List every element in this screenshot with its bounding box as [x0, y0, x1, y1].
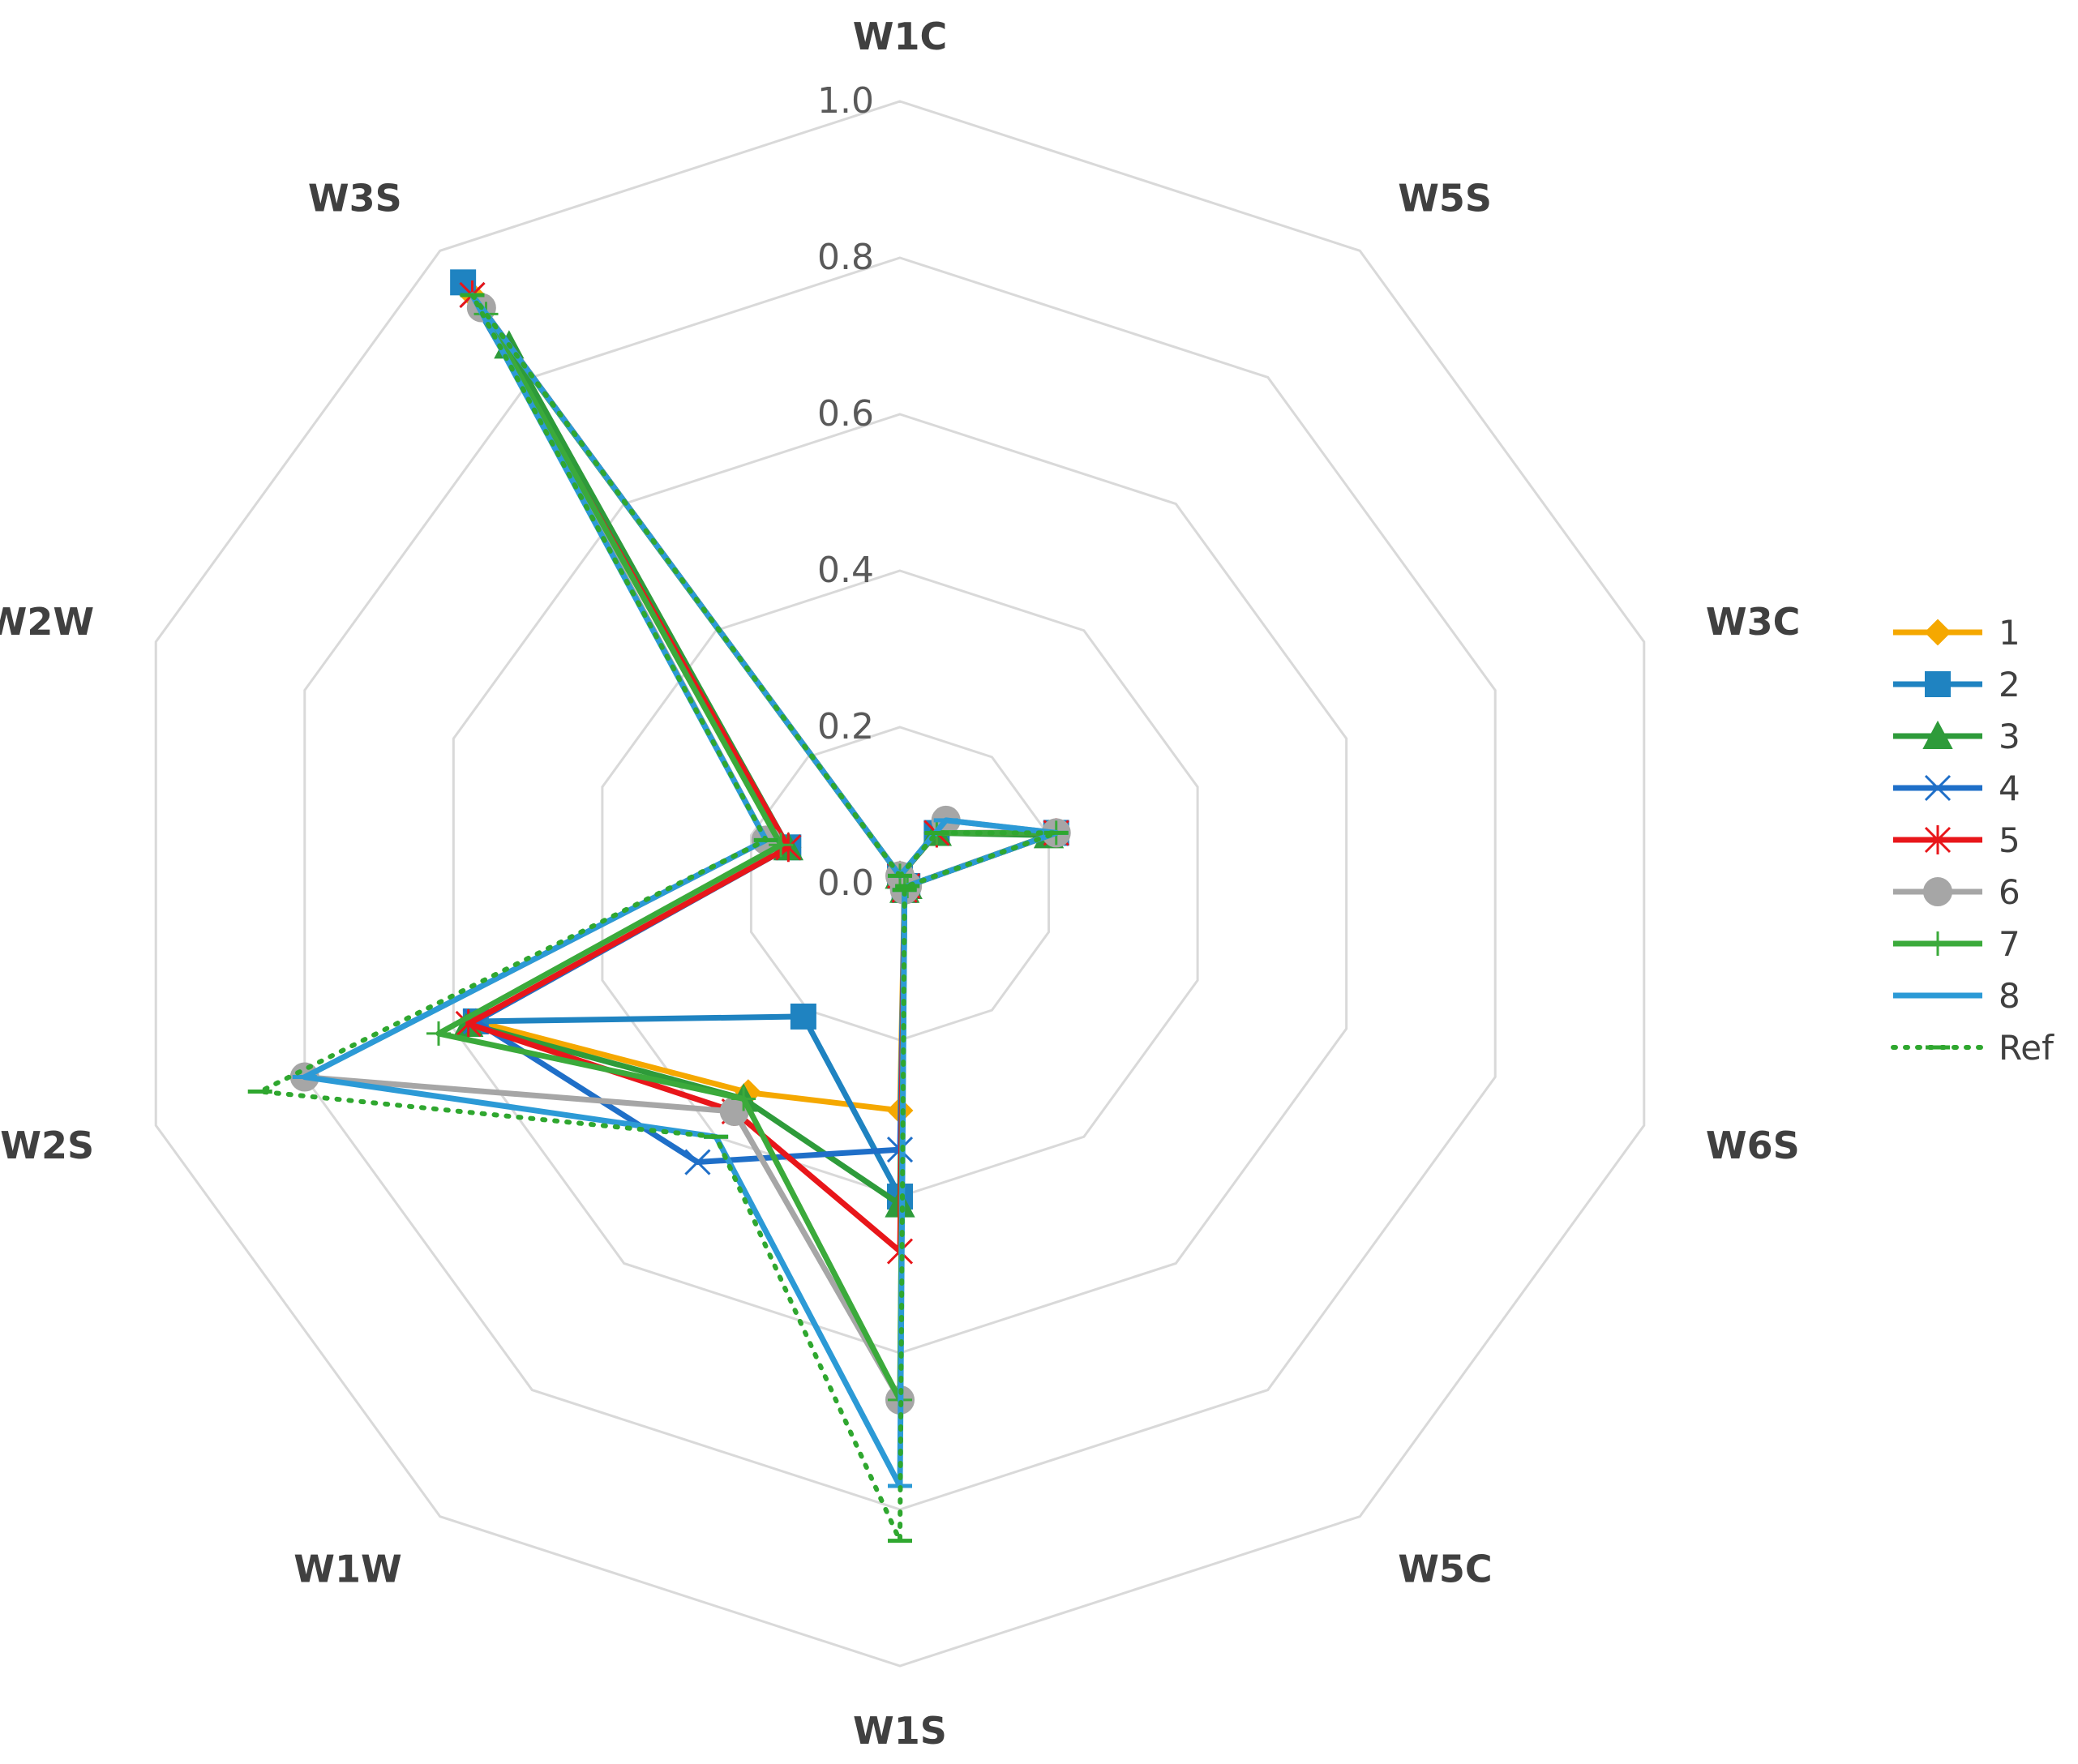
- axis-label-w1c: W1C: [853, 15, 948, 58]
- axis-label-w5c: W5C: [1398, 1547, 1493, 1591]
- series-8: [292, 292, 1069, 1489]
- axis-label-w1s: W1S: [853, 1709, 947, 1753]
- legend-item-5: 5: [1893, 820, 2020, 860]
- legend-label-5: 5: [1999, 820, 2020, 860]
- tick-label-0: 0.0: [817, 863, 874, 904]
- axis-label-w3c: W3C: [1706, 600, 1801, 644]
- axis-label-w1w: W1W: [293, 1547, 402, 1591]
- series-ref: [247, 292, 1069, 1544]
- legend-label-8: 8: [1999, 976, 2020, 1016]
- series-6: [289, 293, 1071, 1415]
- axis-label-w5s: W5S: [1398, 177, 1492, 220]
- series-7: [426, 302, 1069, 1412]
- legend-item-6: 6: [1893, 872, 2020, 912]
- legend: 1 2 3 4 5 6 7 8 Ref: [1891, 613, 2054, 1068]
- legend-item-7: 7: [1893, 924, 2020, 964]
- axis-label-w2s: W2S: [0, 1124, 94, 1167]
- axis-labels: W1C W5S W3C W6S W5C W1S W1W W2S W2W W3S: [0, 15, 1800, 1753]
- legend-label-6: 6: [1999, 872, 2020, 912]
- legend-marker-3: [1922, 720, 1953, 749]
- point-4-w1w: [684, 1149, 711, 1175]
- grid-ring-4: [303, 256, 1497, 1511]
- legend-item-2: 2: [1893, 665, 2020, 704]
- tick-label-4: 0.8: [817, 237, 874, 278]
- radial-tick-labels: 0.0 0.2 0.4 0.6 0.8 1.0: [817, 80, 874, 904]
- series-line-6: [302, 305, 1060, 1403]
- tick-label-5: 1.0: [817, 80, 874, 122]
- series-1: [459, 281, 1070, 1124]
- legend-marker-7: [1926, 931, 1950, 956]
- legend-label-3: 3: [1999, 717, 2020, 756]
- legend-item-8: 8: [1893, 976, 2020, 1016]
- point-7-w2s: [426, 1021, 451, 1046]
- tick-label-2: 0.4: [817, 550, 874, 591]
- legend-marker-5: [1924, 825, 1952, 854]
- series-line-3: [465, 342, 1052, 1208]
- legend-item-ref: Ref: [1891, 1028, 2054, 1068]
- series-3: [453, 330, 1065, 1218]
- legend-label-7: 7: [1999, 924, 2020, 964]
- point-7-w1w: [731, 1086, 756, 1111]
- data-series: [247, 269, 1071, 1544]
- legend-label-1: 1: [1999, 613, 2020, 653]
- tick-label-1: 0.2: [817, 706, 874, 747]
- axis-label-w3s: W3S: [308, 177, 402, 220]
- legend-item-3: 3: [1893, 717, 2020, 756]
- legend-item-1: 1: [1893, 613, 2020, 653]
- legend-label-ref: Ref: [1999, 1028, 2054, 1068]
- legend-marker-2: [1925, 671, 1951, 697]
- grid-ring-5: [154, 100, 1646, 1668]
- axis-label-w2w: W2W: [0, 600, 94, 644]
- legend-item-4: 4: [1893, 769, 2020, 808]
- legend-marker-4: [1924, 774, 1952, 802]
- series-line-7: [435, 310, 1060, 1403]
- series-line-8: [302, 292, 1060, 1489]
- legend-label-2: 2: [1999, 665, 2020, 704]
- point-2-w1w: [790, 1003, 816, 1030]
- axis-label-w6s: W6S: [1706, 1124, 1800, 1167]
- point-7-w2w: [769, 833, 794, 858]
- series-line-4: [469, 292, 1060, 1165]
- legend-marker-6: [1923, 877, 1952, 906]
- tick-label-3: 0.6: [817, 393, 874, 435]
- legend-label-4: 4: [1999, 769, 2020, 808]
- legend-marker-1: [1924, 619, 1952, 646]
